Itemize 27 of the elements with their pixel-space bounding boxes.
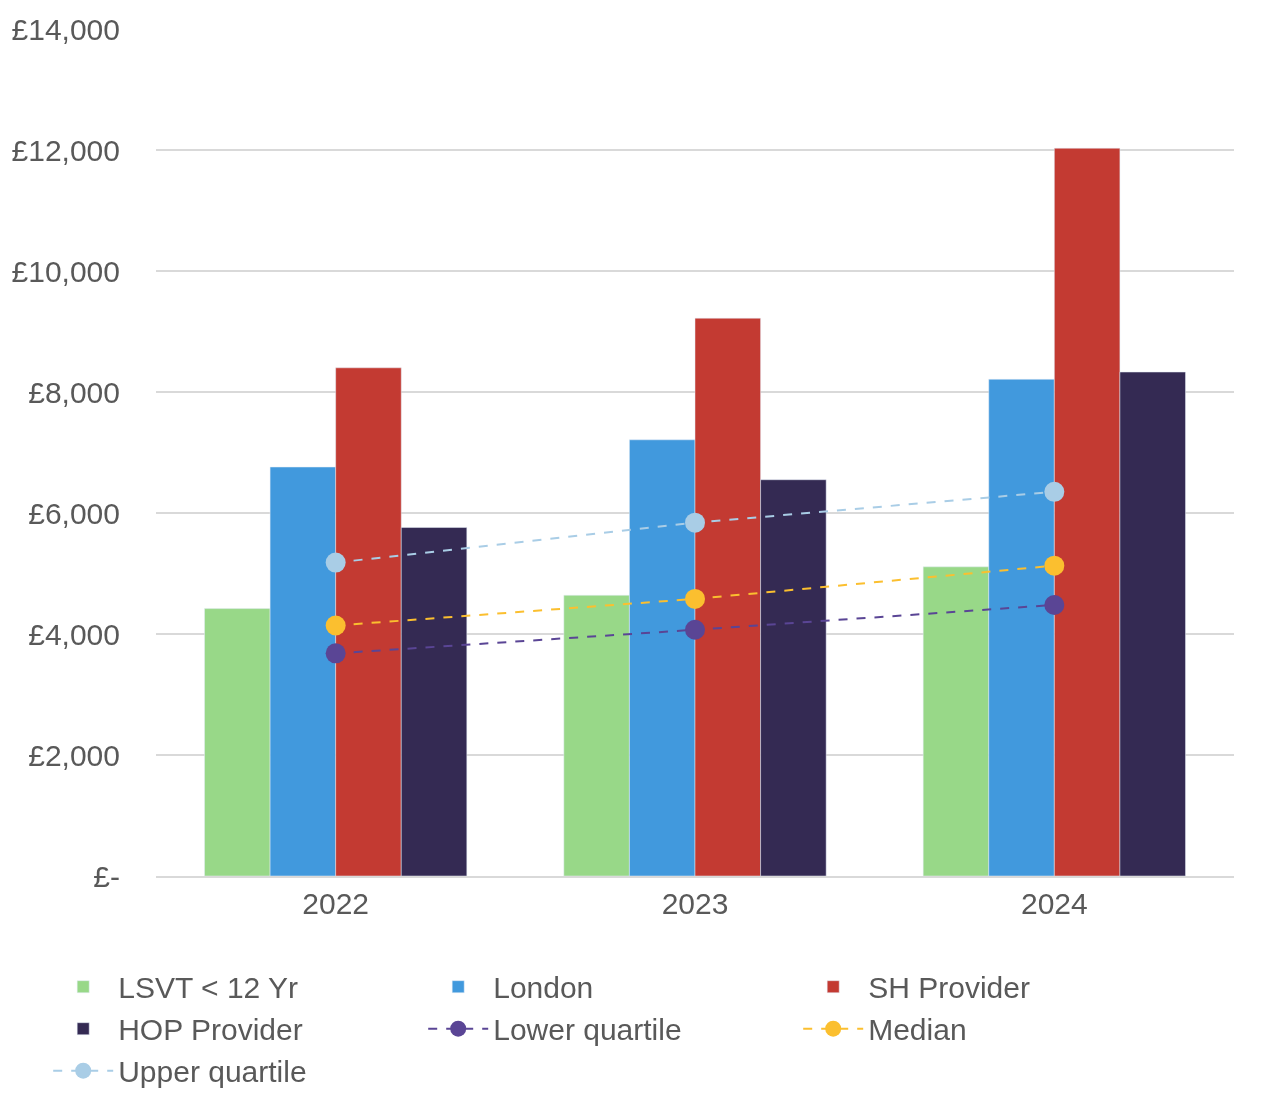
point (685, 588, 705, 609)
point (1044, 481, 1065, 502)
y-tick-label: £14,000 (11, 12, 120, 46)
legend-label: Median (868, 1013, 967, 1047)
y-tick-label: £10,000 (11, 254, 120, 288)
point (325, 552, 346, 573)
y-tick-label: £4,000 (28, 617, 120, 651)
legend-label: Upper quartile (118, 1055, 307, 1089)
legend-label: London (493, 971, 594, 1005)
point (325, 615, 346, 636)
point (1044, 555, 1065, 576)
point (1044, 594, 1065, 615)
x-tick-label: 2022 (302, 887, 370, 920)
y-tick-label: £2,000 (28, 738, 120, 772)
point (685, 619, 705, 640)
x-tick-label: 2023 (661, 887, 729, 920)
point (325, 643, 346, 664)
x-tick-label: 2024 (1020, 887, 1088, 920)
legend-label: HOP Provider (118, 1013, 303, 1047)
y-tick-label: £8,000 (28, 375, 120, 409)
point (685, 512, 705, 533)
legend-label: SH Provider (868, 971, 1030, 1005)
y-tick-label: £- (93, 859, 120, 893)
legend-label: LSVT < 12 Yr (118, 971, 299, 1005)
y-tick-label: £6,000 (28, 496, 120, 530)
y-tick-label: £12,000 (11, 133, 120, 167)
legend-label: Lower quartile (493, 1013, 682, 1047)
